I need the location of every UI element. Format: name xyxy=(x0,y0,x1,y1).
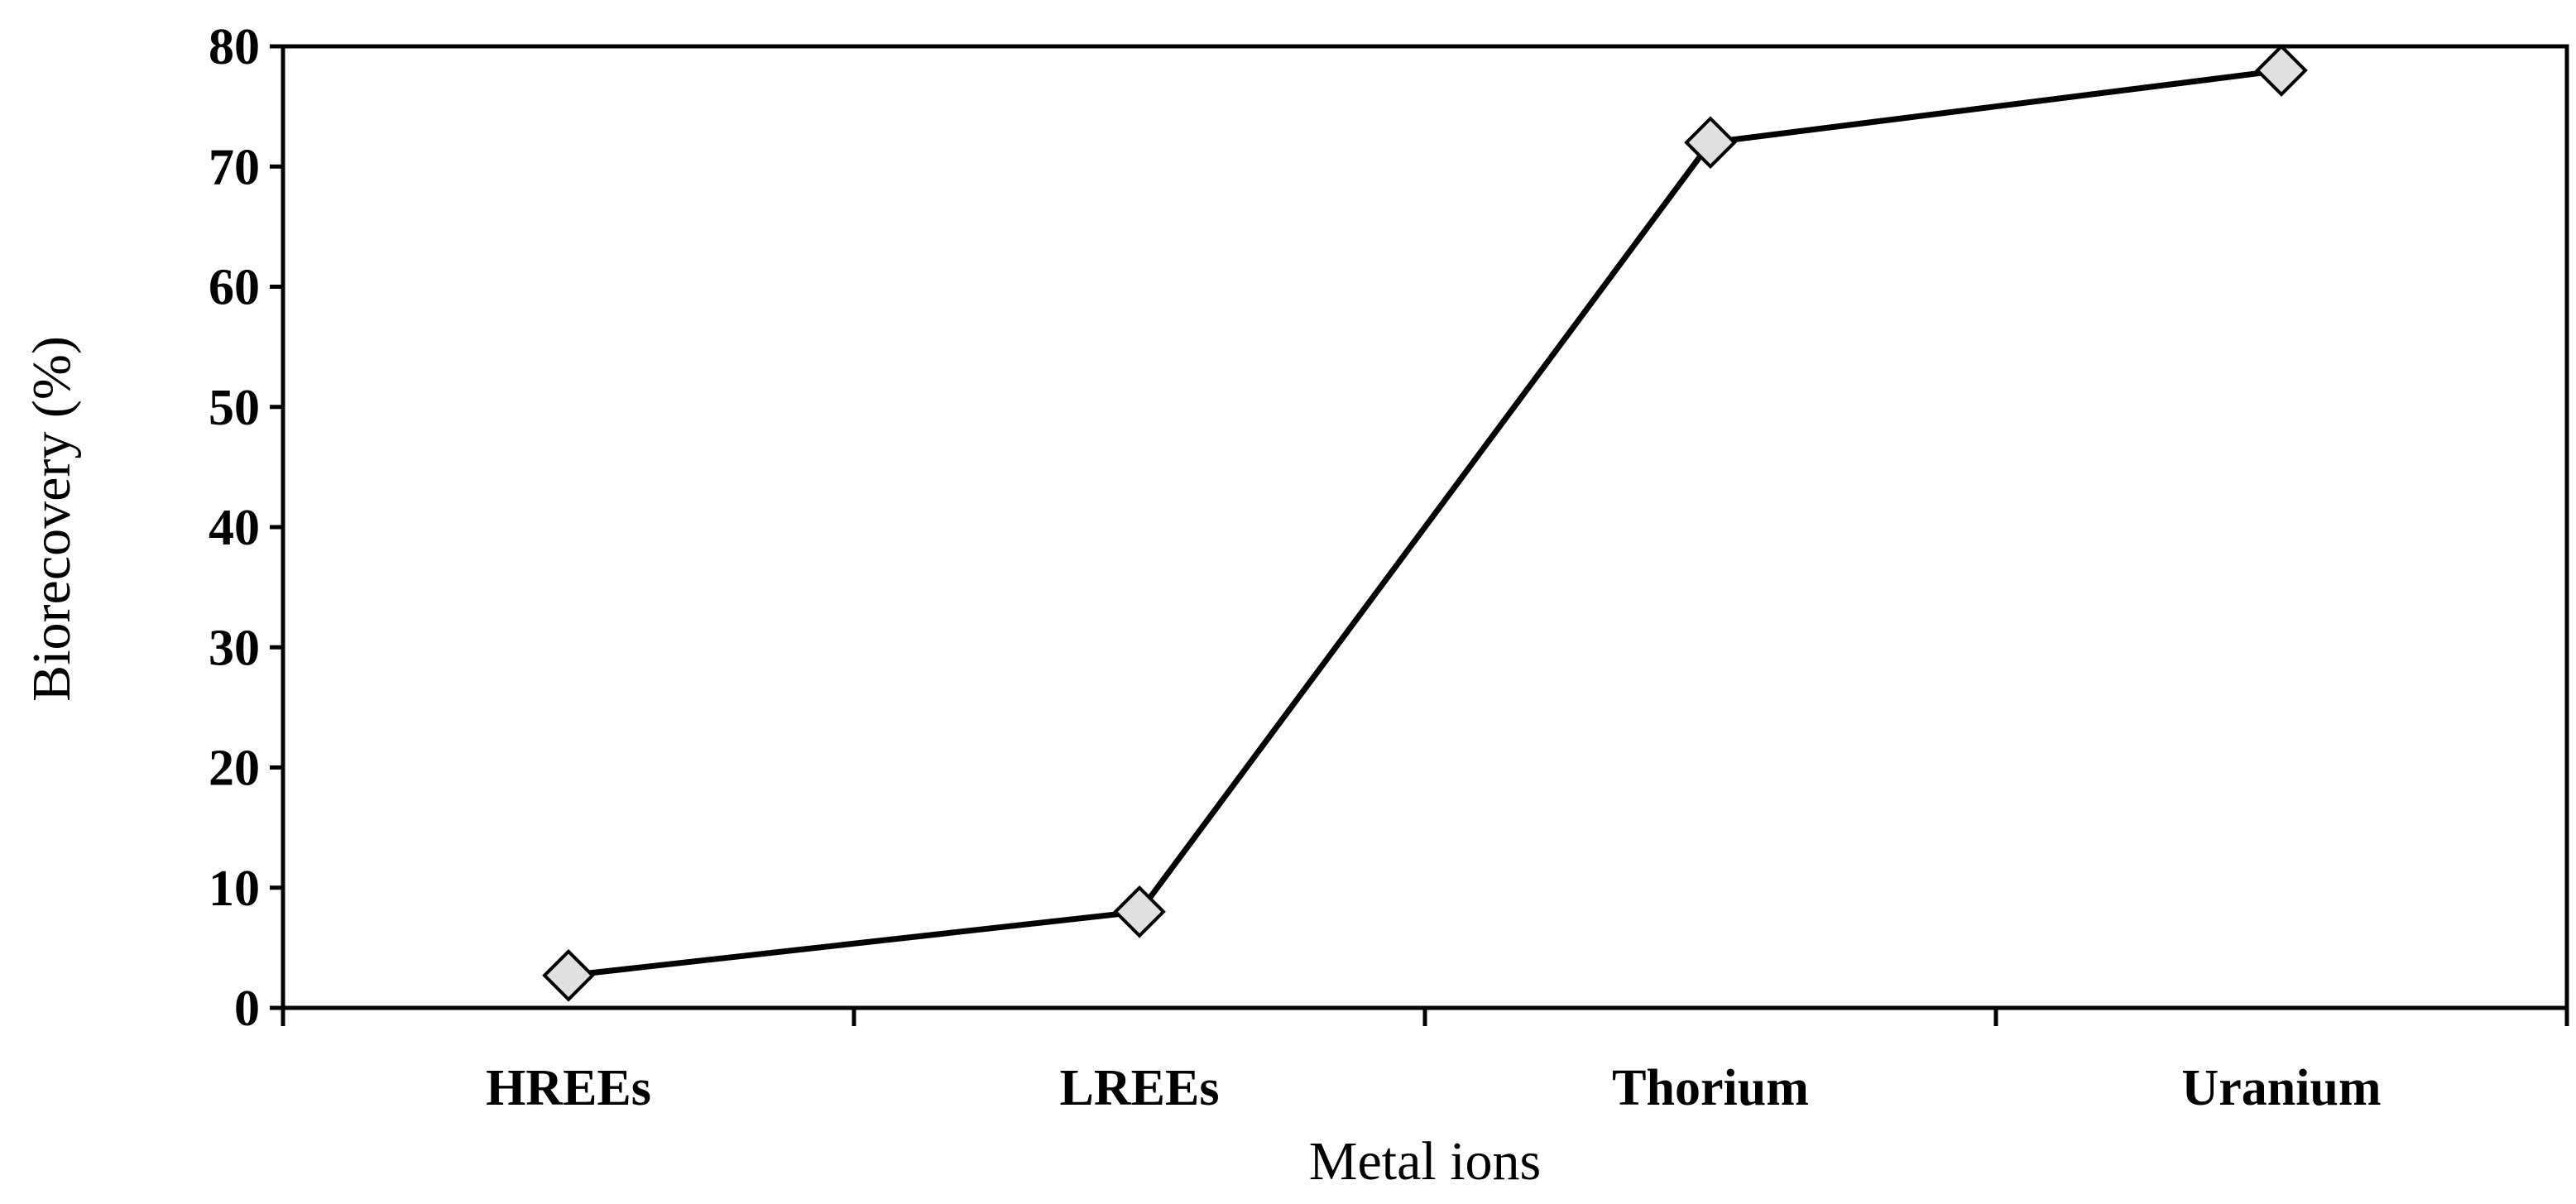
y-tick-label: 50 xyxy=(209,380,260,436)
y-axis-tick-labels: 0 10 20 30 40 50 60 70 80 xyxy=(209,19,260,1037)
plot-frame xyxy=(281,44,2569,1010)
y-tick-label: 20 xyxy=(209,741,260,797)
data-point xyxy=(542,948,595,1002)
y-axis-ticks xyxy=(270,44,283,1010)
data-point xyxy=(1684,116,1737,170)
y-tick-label: 0 xyxy=(234,981,260,1037)
data-point xyxy=(1113,885,1166,938)
x-axis-ticks xyxy=(281,1008,2569,1026)
y-axis-title: Biorecovery (%) xyxy=(22,336,82,702)
y-tick-label: 80 xyxy=(209,19,260,75)
y-tick-label: 10 xyxy=(209,861,260,917)
x-tick-label: Uranium xyxy=(2181,1060,2381,1116)
series-layer xyxy=(542,44,2308,1002)
y-tick-label: 40 xyxy=(209,500,260,556)
y-tick-label: 30 xyxy=(209,620,260,676)
series-line xyxy=(568,67,2282,979)
data-point xyxy=(2255,44,2308,97)
y-tick-label: 70 xyxy=(209,139,260,195)
x-axis-title: Metal ions xyxy=(1309,1131,1541,1192)
x-tick-label: Thorium xyxy=(1612,1060,1809,1116)
x-axis-tick-labels: HREEs LREEs Thorium Uranium xyxy=(486,1060,2381,1116)
y-tick-label: 60 xyxy=(209,260,260,316)
x-tick-label: LREEs xyxy=(1060,1060,1220,1116)
x-tick-label: HREEs xyxy=(486,1060,651,1116)
